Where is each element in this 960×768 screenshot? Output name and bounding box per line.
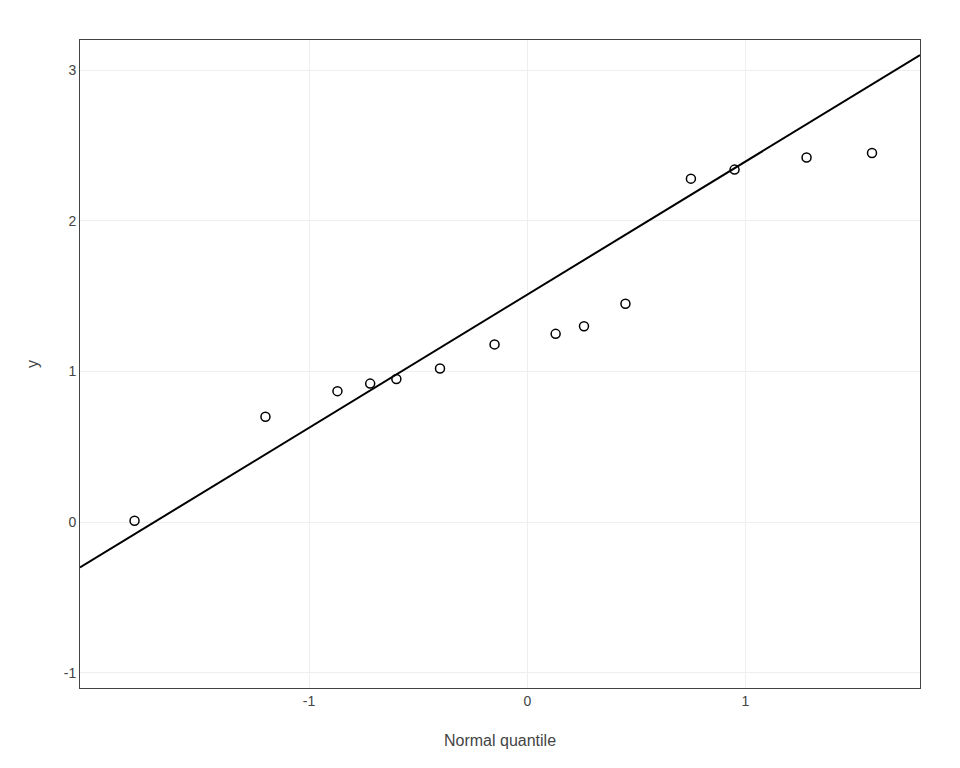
- svg-text:Normal quantile: Normal quantile: [444, 732, 556, 749]
- svg-text:y: y: [24, 360, 41, 368]
- svg-text:-1: -1: [303, 693, 316, 709]
- svg-text:-1: -1: [64, 665, 77, 681]
- svg-text:0: 0: [68, 514, 76, 530]
- svg-text:0: 0: [523, 693, 531, 709]
- svg-text:1: 1: [68, 363, 76, 379]
- svg-text:1: 1: [742, 693, 750, 709]
- svg-text:2: 2: [68, 213, 76, 229]
- svg-text:3: 3: [68, 62, 76, 78]
